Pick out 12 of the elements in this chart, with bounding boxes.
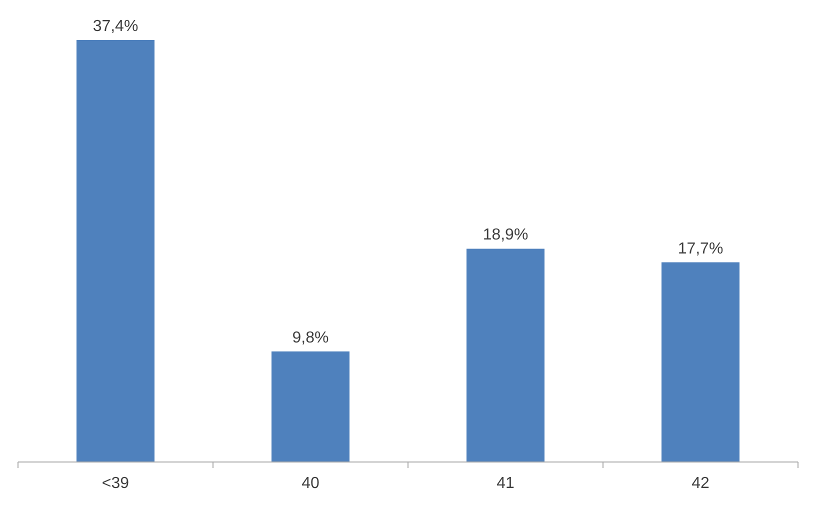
x-tick-label: <39 [102,475,130,492]
x-tick-label: 41 [496,475,514,492]
bar [466,248,544,462]
bar [76,40,154,462]
bar [662,262,740,462]
x-tick-label: 42 [692,475,710,492]
data-label: 17,7% [678,240,724,258]
data-label: 37,4% [92,18,138,35]
data-label: 18,9% [482,226,528,244]
data-label: 9,8% [292,329,329,346]
x-tick-label: 40 [302,475,320,492]
bar [272,351,350,462]
